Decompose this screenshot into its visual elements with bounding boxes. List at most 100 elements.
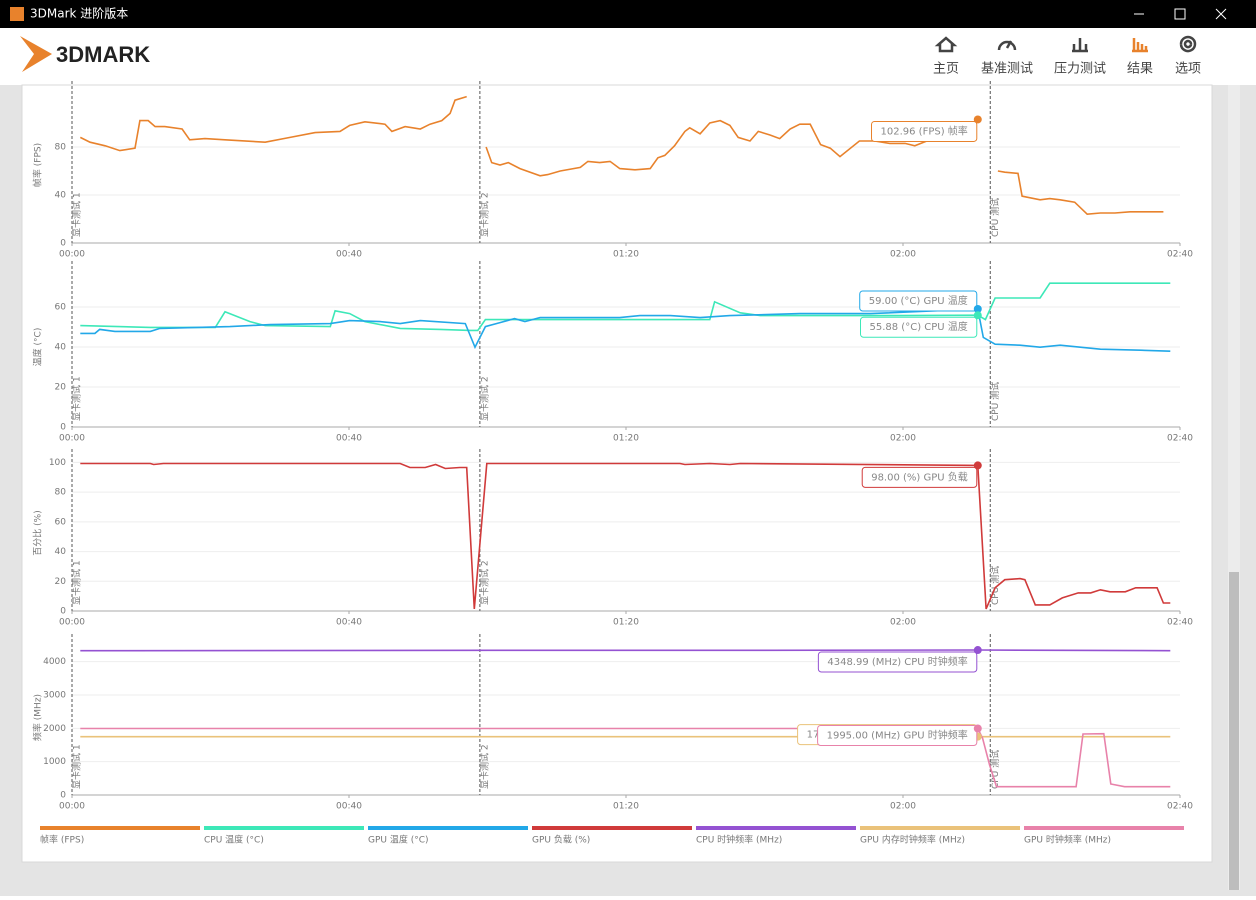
nav-label: 主页 — [933, 62, 959, 77]
section-label: CPU 测试 — [989, 382, 1001, 421]
section-label: 显卡测试 1 — [71, 560, 83, 605]
series-line — [80, 282, 1171, 332]
scrollbar-thumb[interactable] — [1229, 572, 1239, 890]
section-label: 显卡测试 1 — [71, 744, 83, 789]
x-tick-label: 00:00 — [59, 250, 85, 260]
x-tick-label: 00:40 — [336, 250, 362, 260]
x-tick-label: 02:00 — [890, 618, 916, 628]
series-line — [80, 308, 1171, 352]
x-tick-label: 01:20 — [613, 802, 639, 812]
x-tick-label: 02:40 — [1167, 802, 1193, 812]
section-label: 显卡测试 2 — [478, 560, 490, 605]
series-line — [80, 649, 1171, 652]
x-tick-label: 02:40 — [1167, 618, 1193, 628]
highlight-point — [973, 461, 982, 470]
x-tick-label: 00:40 — [336, 434, 362, 444]
y-tick-label: 2000 — [43, 724, 66, 734]
tooltip-box — [817, 725, 978, 746]
x-tick-label: 00:00 — [59, 618, 85, 628]
y-tick-label: 0 — [60, 239, 66, 249]
y-tick-label: 40 — [55, 343, 67, 353]
tooltip-text: 59.00 (°C) GPU 温度 — [869, 294, 968, 307]
y-tick-label: 60 — [55, 517, 67, 527]
x-tick-label: 02:00 — [890, 434, 916, 444]
x-tick-label: 02:40 — [1167, 434, 1193, 444]
tooltip-text: 102.96 (FPS) 帧率 — [881, 124, 968, 137]
nav-icon — [1072, 38, 1088, 53]
nav-item[interactable]: 主页 — [933, 36, 959, 77]
nav-item[interactable]: 结果 — [1127, 38, 1153, 77]
section-label: 显卡测试 2 — [478, 376, 490, 421]
nav-label: 结果 — [1127, 62, 1153, 77]
app-icon — [10, 7, 24, 21]
y-tick-label: 40 — [55, 547, 67, 557]
legend-swatch — [532, 826, 692, 830]
series-line — [79, 95, 1164, 216]
x-tick-label: 02:00 — [890, 802, 916, 812]
highlight-point — [973, 311, 982, 320]
maximize-button[interactable] — [1174, 8, 1186, 20]
nav-icon — [934, 36, 958, 53]
y-tick-label: 0 — [60, 791, 66, 801]
chart: 0 20 40 60 00:00 00:40 01:20 02:00 02:40 温度 (°C) 显… — [32, 261, 1193, 444]
y-tick-label: 40 — [55, 191, 67, 201]
legend-swatch — [204, 826, 364, 830]
results-panel — [21, 84, 1213, 863]
series-line — [80, 462, 1171, 610]
nav-icon — [997, 40, 1017, 51]
x-tick-label: 02:00 — [890, 250, 916, 260]
header — [0, 28, 1256, 85]
x-tick-label: 00:40 — [336, 618, 362, 628]
logo-mark — [20, 36, 52, 72]
y-tick-label: 4000 — [43, 657, 66, 667]
highlight-point — [973, 115, 982, 124]
nav-label: 选项 — [1175, 62, 1201, 77]
y-axis-label: 温度 (°C) — [32, 328, 44, 367]
y-tick-label: 0 — [60, 607, 66, 617]
section-label: 显卡测试 1 — [71, 192, 83, 237]
y-tick-label: 60 — [55, 303, 67, 313]
y-tick-label: 3000 — [43, 691, 66, 701]
y-tick-label: 80 — [55, 143, 67, 153]
y-tick-label: 1000 — [43, 757, 66, 767]
y-tick-label: 80 — [55, 488, 67, 498]
nav-item[interactable]: 压力测试 — [1054, 38, 1106, 77]
x-tick-label: 00:40 — [336, 802, 362, 812]
window-title: 3DMark 进阶版本 — [30, 7, 128, 21]
legend-label: 帧率 (FPS) — [40, 834, 84, 846]
y-axis-label: 帧率 (FPS) — [32, 143, 44, 187]
nav-label: 基准测试 — [981, 62, 1033, 77]
y-axis-label: 百分比 (%) — [32, 510, 44, 555]
nav-item[interactable]: 选项 — [1175, 35, 1201, 77]
tooltip-box — [817, 651, 978, 673]
logo-text: 3DMARK — [56, 42, 150, 67]
tooltip-text: 4348.99 (MHz) CPU 时钟频率 — [827, 655, 967, 668]
y-tick-label: 0 — [60, 423, 66, 433]
nav-icon — [1179, 35, 1197, 53]
tooltip-text: 98.00 (%) GPU 负载 — [871, 470, 968, 483]
legend-label: CPU 时钟频率 (MHz) — [696, 834, 782, 846]
legend-swatch — [696, 826, 856, 830]
tooltip-text: 55.88 (°C) CPU 温度 — [870, 320, 968, 333]
y-axis-label: 频率 (MHz) — [32, 694, 44, 741]
x-tick-label: 01:20 — [613, 250, 639, 260]
legend-label: GPU 内存时钟频率 (MHz) — [860, 834, 965, 846]
legend-label: GPU 温度 (°C) — [368, 834, 429, 846]
chart: 0 20 40 60 80 100 00:00 00:40 01:20 02:00 02:40 百分比… — [32, 449, 1193, 628]
nav-item[interactable]: 基准测试 — [981, 40, 1033, 77]
tooltip-box — [871, 120, 978, 142]
y-tick-label: 20 — [55, 577, 67, 587]
x-tick-label: 01:20 — [613, 434, 639, 444]
nav-icon — [1132, 38, 1148, 53]
y-tick-label: 100 — [49, 458, 66, 468]
legend-swatch — [368, 826, 528, 830]
y-tick-label: 20 — [55, 383, 67, 393]
title-bar — [0, 0, 1256, 28]
tooltip-box — [860, 316, 978, 338]
section-label: 显卡测试 1 — [71, 376, 83, 421]
highlight-point — [973, 305, 982, 313]
x-tick-label: 00:00 — [59, 802, 85, 812]
legend-label: GPU 负载 (%) — [532, 834, 590, 846]
close-button[interactable] — [1215, 8, 1227, 20]
